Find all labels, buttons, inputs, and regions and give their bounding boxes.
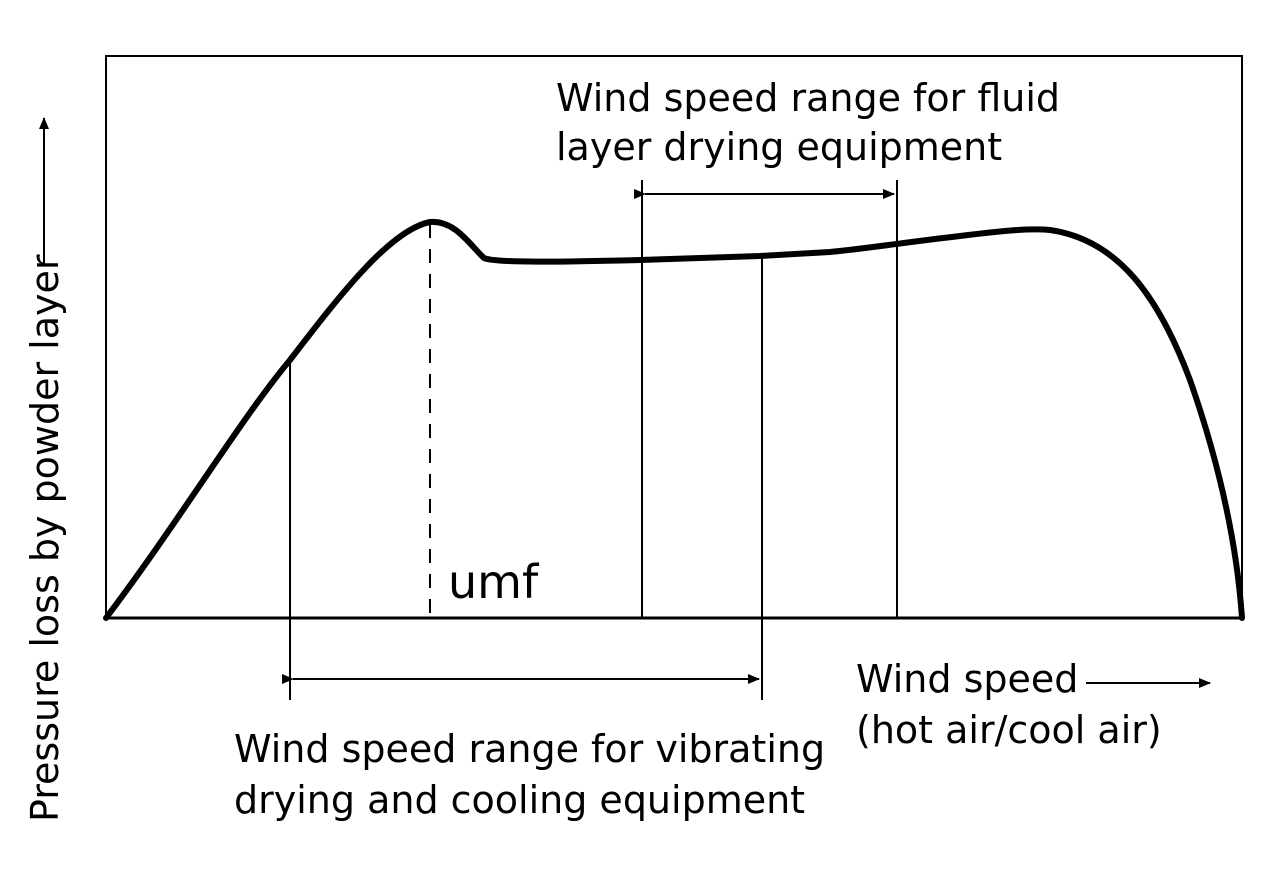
vibrating-range-label-line1: Wind speed range for vibrating xyxy=(234,727,825,771)
pressure-loss-curve xyxy=(103,218,1245,621)
x-axis-label-line2: (hot air/cool air) xyxy=(856,708,1162,752)
vibrating-range-label-line2: drying and cooling equipment xyxy=(234,778,805,822)
fluid-range-label-line2: layer drying equipment xyxy=(556,125,1002,169)
x-axis-label-line1: Wind speed xyxy=(856,657,1078,701)
fluid-range-label-line1: Wind speed range for fluid xyxy=(556,76,1060,120)
umf-label: umf xyxy=(448,555,540,609)
y-axis-label: Pressure loss by powder layer xyxy=(23,254,67,822)
